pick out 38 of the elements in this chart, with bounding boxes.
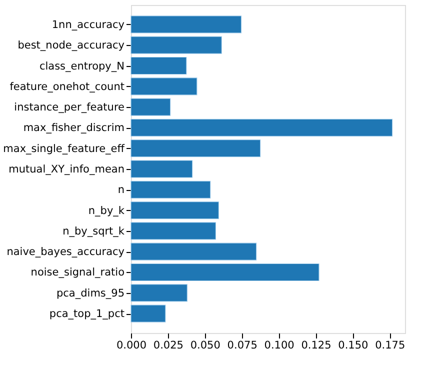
bar xyxy=(130,118,393,136)
y-tick-label: n_by_k xyxy=(88,204,126,217)
bar xyxy=(130,78,198,96)
x-tick-label: 0.100 xyxy=(264,340,294,352)
bar xyxy=(130,36,222,54)
y-tick-label: n_by_sqrt_k xyxy=(62,225,126,238)
bar xyxy=(130,56,187,75)
x-tick-label: 0.000 xyxy=(116,340,147,352)
y-tick-label: instance_per_feature xyxy=(14,102,124,114)
y-tick-label: n xyxy=(118,184,124,196)
y-tick-label: best_node_accuracy xyxy=(18,40,124,52)
bar xyxy=(130,16,242,34)
x-tick-label: 0.050 xyxy=(190,340,220,352)
y-tick-label: noise_signal_ratio xyxy=(30,266,124,279)
bar xyxy=(130,304,166,322)
bar xyxy=(130,284,188,302)
bar xyxy=(130,180,211,198)
x-tick-label: 0.125 xyxy=(301,340,332,352)
y-tick-label: naive_bayes_accuracy xyxy=(6,246,124,258)
bar xyxy=(130,160,193,178)
bar xyxy=(130,242,257,260)
y-tick-label: pca_top_1_pct xyxy=(49,308,124,320)
x-tick-label: 0.175 xyxy=(375,340,406,352)
y-tick-label: mutual_XY_info_mean xyxy=(8,164,124,176)
bar xyxy=(130,202,219,220)
y-tick-label: 1nn_accuracy xyxy=(52,18,124,31)
y-tick-label: max_single_feature_eff xyxy=(3,142,126,155)
y-tick-label: pca_dims_95 xyxy=(56,287,124,300)
bar xyxy=(130,222,216,240)
x-tick-label: 0.025 xyxy=(153,340,184,352)
y-tick-label: feature_onehot_count xyxy=(10,80,124,93)
bar xyxy=(130,263,320,282)
x-tick-label: 0.075 xyxy=(227,340,258,352)
y-tick-label: max_fisher_discrim xyxy=(23,122,124,134)
y-tick-label: class_entropy_N xyxy=(39,60,124,72)
x-tick-label: 0.150 xyxy=(338,340,368,352)
bar xyxy=(130,98,171,116)
bar xyxy=(130,140,261,158)
